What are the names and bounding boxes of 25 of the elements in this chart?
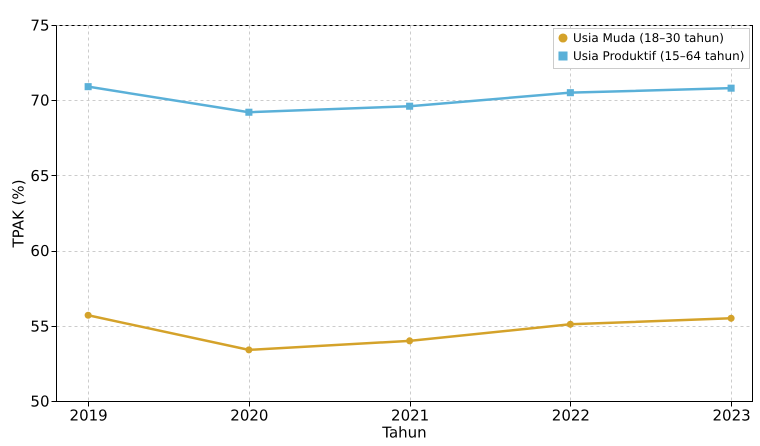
point — [566, 320, 574, 328]
y-axis-title: TPAK (%) — [9, 179, 28, 249]
legend-label: Usia Muda (18–30 tahun) — [573, 31, 724, 45]
x-tick-label: 2020 — [230, 406, 268, 424]
y-tick-label: 70 — [30, 92, 50, 110]
point — [245, 346, 252, 354]
x-tick-label: 2022 — [552, 406, 590, 424]
point — [84, 312, 92, 319]
point — [728, 314, 735, 322]
y-tick-label: 50 — [30, 392, 50, 410]
point — [728, 84, 735, 92]
x-tick-label: 2023 — [712, 406, 751, 424]
y-tick-label: 60 — [30, 242, 50, 260]
x-tick-label: 2019 — [70, 406, 108, 424]
point — [406, 337, 414, 344]
y-tick-label: 65 — [30, 166, 50, 185]
y-tick-label: 55 — [30, 317, 50, 336]
point — [84, 83, 92, 90]
y-tick-label: 75 — [30, 16, 50, 34]
x-tick-label: 2021 — [391, 406, 430, 424]
point — [245, 108, 252, 116]
point — [566, 89, 574, 96]
legend-label: Usia Produktif (15–64 tahun) — [573, 49, 744, 63]
x-axis-title: Tahun — [381, 424, 427, 442]
point — [406, 102, 414, 110]
